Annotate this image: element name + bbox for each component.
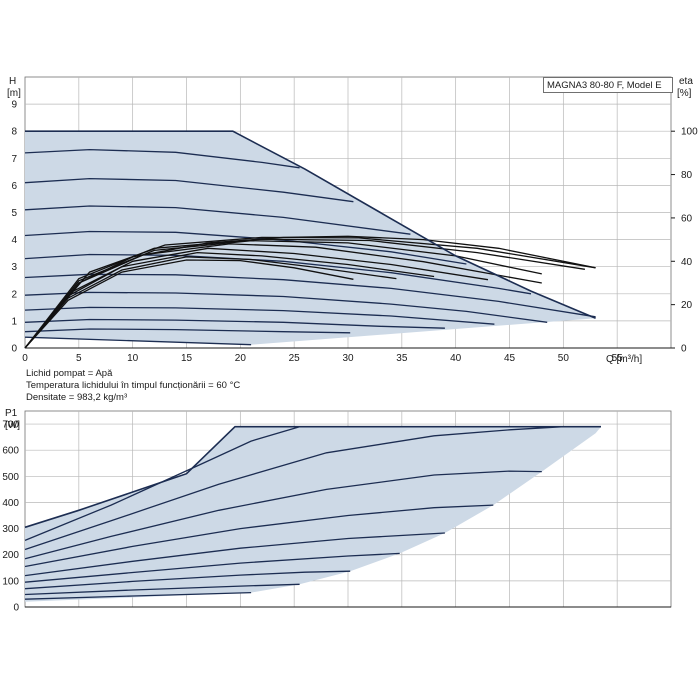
- head-curve-min: [24, 336, 252, 346]
- liquid-notes: Lichid pompat = Apă Temperatura lichidul…: [26, 368, 240, 404]
- eta-tick-5: 100: [681, 127, 698, 138]
- power-tick-4: 400: [2, 498, 19, 509]
- eta-curve-max: [24, 235, 596, 349]
- flow-axis-label: Q [m³/h]: [606, 354, 642, 365]
- power-curve-0: [24, 426, 300, 542]
- power-curve-2: [24, 470, 542, 560]
- flow-tick-0: 0: [22, 353, 28, 364]
- head-tick-7: 7: [11, 154, 17, 165]
- head-tick-9: 9: [11, 100, 17, 111]
- head-curve-3: [24, 230, 467, 265]
- power-curve-4: [24, 532, 445, 577]
- power-tick-5: 500: [2, 472, 19, 483]
- note-liquid: Lichid pompat = Apă: [26, 368, 113, 379]
- model-label: MAGNA3 80-80 F, Model E: [543, 77, 673, 93]
- power-curve-6: [24, 570, 351, 590]
- flow-tick-4: 20: [235, 353, 247, 364]
- flow-tick-8: 40: [450, 353, 462, 364]
- flow-tick-3: 15: [181, 353, 193, 364]
- flow-tick-5: 25: [289, 353, 301, 364]
- note-density: Densitate = 983,2 kg/m³: [26, 392, 128, 403]
- eta-tick-2: 40: [681, 257, 693, 268]
- eta-tick-4: 80: [681, 170, 693, 181]
- head-axis-label-line1: H: [9, 76, 16, 87]
- power-curve-7: [24, 583, 300, 596]
- power-curve-5: [24, 552, 400, 583]
- power-curve-max: [24, 425, 601, 529]
- power-curve-8: [24, 591, 252, 600]
- eta-axis-label-line1: eta: [679, 76, 693, 87]
- flow-tick-11: 55: [612, 353, 624, 364]
- head-tick-4: 4: [11, 235, 17, 246]
- power-axis-label-line1: P1: [5, 408, 18, 419]
- power-tick-0: 0: [13, 603, 19, 614]
- eta-curve-7: [24, 236, 596, 349]
- head-curve-7: [24, 306, 495, 325]
- flow-tick-7: 35: [396, 353, 408, 364]
- head-curve-0: [24, 148, 300, 169]
- flow-tick-2: 10: [127, 353, 139, 364]
- head-axis-label-line2: [m]: [7, 88, 21, 99]
- power-tick-7: 700: [2, 420, 19, 431]
- flow-tick-6: 30: [342, 353, 354, 364]
- head-tick-3: 3: [11, 262, 17, 273]
- eta-tick-3: 60: [681, 213, 693, 224]
- head-tick-1: 1: [11, 316, 17, 327]
- head-curve-8: [24, 318, 445, 329]
- flow-tick-9: 45: [504, 353, 516, 364]
- power-curve-1: [24, 426, 564, 551]
- power-tick-2: 200: [2, 550, 19, 561]
- head-tick-5: 5: [11, 208, 17, 219]
- head-tick-2: 2: [11, 289, 17, 300]
- power-curve-3: [24, 504, 494, 568]
- head-tick-8: 8: [11, 127, 17, 138]
- power-tick-1: 100: [2, 576, 19, 587]
- eta-curve-0: [24, 259, 354, 349]
- note-temperature: Temperatura lichidului în timpul funcțio…: [26, 380, 241, 391]
- head-chart-axes: 0 5 10 15 20 25 30 35 40 45 50 55012345678902040608…: [11, 100, 698, 364]
- head-tick-0: 0: [11, 344, 17, 355]
- eta-axis-label-line2: [%]: [677, 88, 692, 99]
- power-axis-label-line2: [W]: [5, 420, 20, 431]
- power-tick-6: 600: [2, 446, 19, 457]
- head-curve-1: [24, 177, 354, 203]
- head-curve-9: [24, 328, 351, 334]
- head-curve-2: [24, 205, 411, 235]
- power-tick-3: 300: [2, 524, 19, 535]
- power-region-fill: [25, 426, 601, 602]
- head-curve-max: [25, 130, 596, 319]
- head-tick-6: 6: [11, 181, 17, 192]
- power-chart-axes: 0 100 200 300 400 500 600 700: [2, 420, 671, 614]
- head-curve-6: [24, 291, 548, 323]
- eta-tick-1: 20: [681, 300, 693, 311]
- flow-tick-10: 50: [558, 353, 570, 364]
- head-chart-curves: [24, 130, 596, 349]
- head-curve-4: [24, 253, 532, 295]
- eta-tick-0: 0: [681, 344, 687, 355]
- flow-tick-1: 5: [76, 353, 82, 364]
- power-chart-operating-region: [25, 426, 601, 602]
- power-chart-curves: [24, 425, 601, 600]
